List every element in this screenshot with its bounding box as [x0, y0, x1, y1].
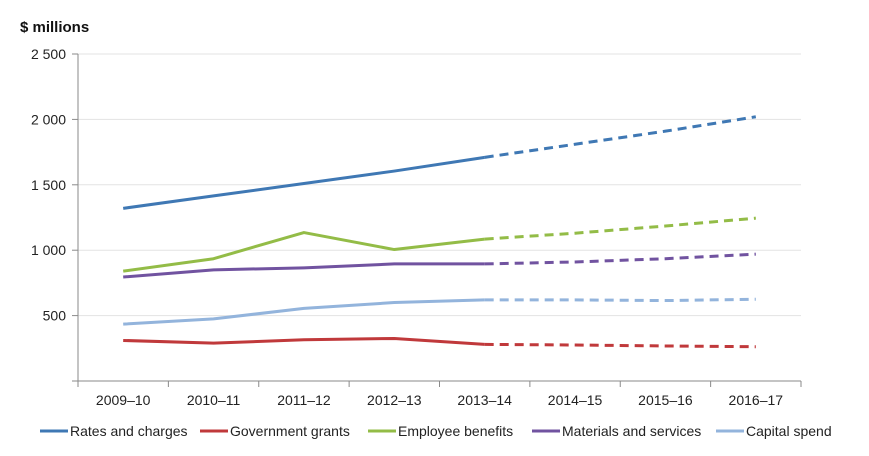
- y-tick-label: 1 000: [31, 242, 66, 258]
- x-tick-label: 2014–15: [548, 392, 603, 408]
- legend-label: Employee benefits: [398, 423, 513, 439]
- series-line-projected-government-grants: [484, 342, 756, 349]
- legend-item-government-grants: Government grants: [200, 423, 350, 439]
- y-tick-label: 1 500: [31, 177, 66, 193]
- x-tick-label: 2011–12: [277, 392, 331, 408]
- series-lines: [122, 115, 757, 349]
- series-line-actual-employee-benefits: [122, 231, 485, 273]
- series-line-actual-rates-and-charges: [122, 155, 485, 210]
- series-line-projected-rates-and-charges: [484, 115, 757, 159]
- axes: [72, 53, 802, 387]
- legend-item-materials-and-services: Materials and services: [532, 423, 701, 439]
- x-tick-label: 2010–11: [187, 392, 241, 408]
- legend-label: Materials and services: [562, 423, 701, 439]
- x-tick-labels: 2009–10 2010–11 2011–12 2012–13 2013–14 2014–…: [96, 392, 783, 408]
- gridlines: [78, 53, 801, 317]
- legend-item-employee-benefits: Employee benefits: [368, 423, 513, 439]
- series-line-projected-capital-spend: [484, 297, 756, 303]
- y-tick-label: 500: [43, 308, 67, 324]
- series-line-projected-employee-benefits: [484, 216, 756, 241]
- x-tick-label: 2012–13: [367, 392, 422, 408]
- legend: Rates and charges Government grants Employ…: [40, 423, 832, 439]
- legend-item-rates-and-charges: Rates and charges: [40, 423, 188, 439]
- legend-label: Government grants: [230, 423, 350, 439]
- x-tick-label: 2009–10: [96, 392, 151, 408]
- series-line-projected-materials-and-services: [484, 252, 756, 266]
- y-tick-label: 2 000: [31, 111, 66, 127]
- series-line-actual-materials-and-services: [123, 262, 485, 279]
- x-tick-label: 2016–17: [729, 392, 784, 408]
- y-tick-label: 2 500: [31, 46, 66, 62]
- legend-item-capital-spend: Capital spend: [716, 423, 832, 439]
- legend-label: Rates and charges: [70, 423, 188, 439]
- x-tick-label: 2015–16: [638, 392, 693, 408]
- y-axis-title: $ millions: [20, 19, 89, 36]
- legend-label: Capital spend: [746, 423, 832, 439]
- y-tick-labels: 500 1 000 1 500 2 000 2 500: [31, 46, 66, 324]
- series-line-actual-government-grants: [123, 336, 485, 346]
- series-line-actual-capital-spend: [123, 298, 485, 326]
- x-tick-label: 2013–14: [457, 392, 512, 408]
